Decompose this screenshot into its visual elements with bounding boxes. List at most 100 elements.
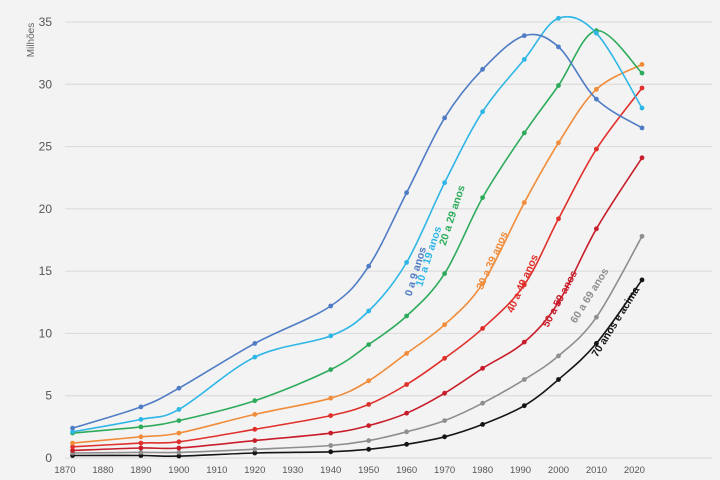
data-point — [480, 422, 485, 427]
data-point — [366, 446, 372, 452]
y-tick-label: 0 — [45, 451, 52, 465]
data-point — [176, 430, 182, 436]
data-point — [328, 430, 334, 436]
data-point — [176, 418, 182, 423]
data-point — [480, 326, 485, 331]
series-line — [72, 33, 643, 429]
data-point — [404, 351, 409, 356]
data-point — [639, 85, 645, 91]
y-tick-label: 25 — [39, 140, 53, 154]
data-point — [480, 281, 485, 286]
data-point — [639, 233, 645, 239]
data-point — [442, 434, 447, 440]
data-point — [366, 423, 372, 428]
data-point — [404, 260, 409, 265]
data-point — [639, 155, 645, 161]
x-tick-label: 1920 — [244, 465, 265, 476]
x-tick-label: 1930 — [282, 465, 303, 476]
data-point — [639, 70, 645, 76]
gridlines — [65, 21, 712, 459]
data-point — [366, 402, 372, 407]
series-2 — [70, 28, 645, 436]
data-point — [176, 385, 182, 391]
data-point — [556, 140, 561, 146]
data-point — [138, 440, 144, 446]
data-point — [594, 96, 599, 102]
data-point — [176, 445, 182, 451]
data-point — [480, 109, 485, 115]
data-point — [138, 424, 144, 430]
data-point — [594, 30, 599, 36]
series-lines — [70, 15, 645, 459]
data-point — [594, 146, 599, 152]
x-axis-ticks: 1870 1880 1890 1900 1910 1920 1930 1940 1950 1960… — [54, 465, 645, 476]
y-tick-label: 5 — [45, 389, 52, 403]
data-point — [70, 425, 75, 431]
data-point — [252, 398, 258, 404]
series-4 — [70, 85, 645, 450]
data-point — [252, 412, 258, 417]
data-point — [366, 378, 372, 384]
data-point — [556, 377, 561, 382]
series-line — [72, 235, 643, 454]
x-tick-label: 1950 — [358, 465, 379, 476]
x-tick-label: 1870 — [54, 465, 75, 476]
data-point — [521, 33, 527, 39]
x-tick-label: 1940 — [320, 465, 341, 476]
data-point — [328, 303, 334, 309]
x-tick-label: 2020 — [624, 465, 645, 476]
series-5 — [70, 155, 645, 453]
data-point — [404, 441, 409, 447]
data-point — [176, 407, 182, 412]
data-point — [639, 105, 645, 111]
x-tick-label: 1960 — [396, 465, 417, 476]
y-tick-label: 20 — [39, 202, 53, 216]
data-point — [480, 365, 485, 371]
data-point — [639, 125, 645, 131]
data-point — [252, 341, 258, 346]
data-point — [480, 400, 485, 406]
data-point — [594, 86, 599, 92]
data-point — [404, 429, 409, 435]
data-point — [252, 438, 258, 443]
y-axis-ticks: 0 5 10 15 20 25 30 35 — [39, 15, 53, 465]
data-point — [366, 342, 372, 347]
y-tick-label: 30 — [39, 77, 53, 91]
data-point — [70, 444, 75, 450]
data-point — [328, 449, 334, 455]
data-point — [521, 130, 527, 136]
x-tick-label: 1880 — [92, 465, 113, 476]
x-tick-label: 2000 — [548, 465, 569, 476]
data-point — [328, 443, 334, 448]
data-point — [594, 314, 599, 320]
series-6 — [70, 233, 645, 456]
data-point — [521, 403, 527, 409]
data-point — [442, 271, 447, 276]
data-point — [366, 308, 372, 314]
data-point — [176, 453, 182, 459]
data-point — [404, 410, 409, 416]
data-point — [556, 299, 561, 305]
data-point — [521, 57, 527, 62]
y-axis-unit-label: Milhões — [26, 23, 37, 57]
data-point — [176, 450, 182, 455]
data-point — [556, 216, 561, 222]
data-point — [328, 395, 334, 401]
data-point — [138, 445, 144, 451]
series-label: 70 anos e acima — [589, 284, 642, 359]
data-point — [521, 282, 527, 288]
x-tick-label: 1990 — [510, 465, 531, 476]
data-point — [442, 180, 447, 186]
data-point — [594, 341, 599, 346]
data-point — [639, 277, 645, 283]
series-0 — [70, 33, 645, 431]
data-point — [556, 83, 561, 88]
data-point — [556, 353, 561, 359]
data-point — [404, 313, 409, 319]
data-point — [252, 450, 258, 456]
data-point — [138, 404, 144, 410]
x-tick-label: 1900 — [168, 465, 189, 476]
data-point — [70, 440, 75, 446]
